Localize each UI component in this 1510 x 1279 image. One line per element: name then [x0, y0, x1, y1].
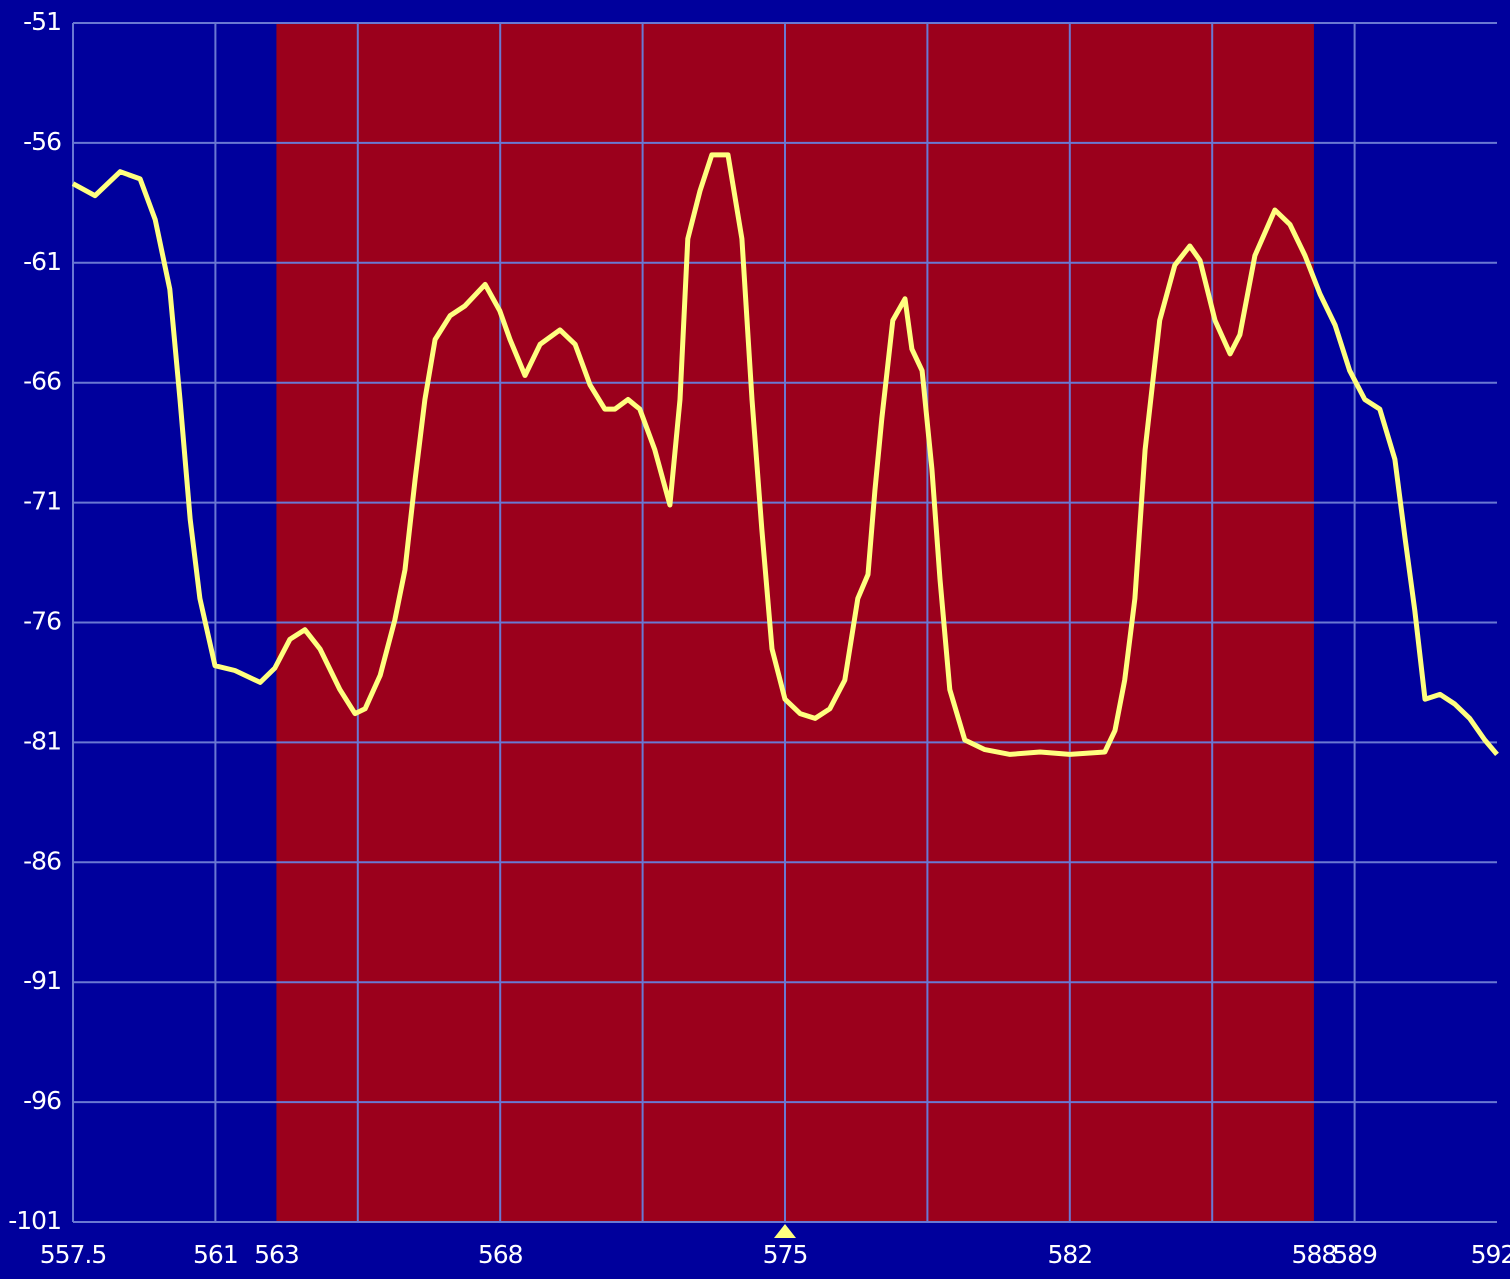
x-tick-label: 575: [763, 1240, 808, 1269]
center-marker: [774, 1224, 796, 1238]
y-tick-label: -61: [23, 247, 61, 276]
y-tick-label: -56: [23, 127, 61, 156]
y-tick-label: -91: [23, 966, 61, 995]
x-tick-label: 563: [254, 1240, 299, 1269]
x-tick-label: 582: [1047, 1240, 1092, 1269]
y-tick-label: -71: [23, 487, 61, 516]
y-tick-label: -96: [23, 1086, 61, 1115]
x-tick-label: 589: [1332, 1240, 1377, 1269]
y-tick-label: -51: [23, 7, 61, 36]
x-tick-label: 592: [1471, 1240, 1510, 1269]
x-tick-label: 557.5: [40, 1240, 107, 1269]
trace-line: [71, 152, 1499, 757]
y-tick-label: -66: [23, 367, 61, 396]
x-tick-label: 561: [193, 1240, 238, 1269]
y-tick-label: -76: [23, 607, 61, 636]
y-tick-label: -86: [23, 846, 61, 875]
x-tick-label: 588: [1292, 1240, 1337, 1269]
y-tick-label: -101: [8, 1206, 61, 1235]
y-tick-label: -81: [23, 726, 61, 755]
x-tick-label: 568: [478, 1240, 523, 1269]
